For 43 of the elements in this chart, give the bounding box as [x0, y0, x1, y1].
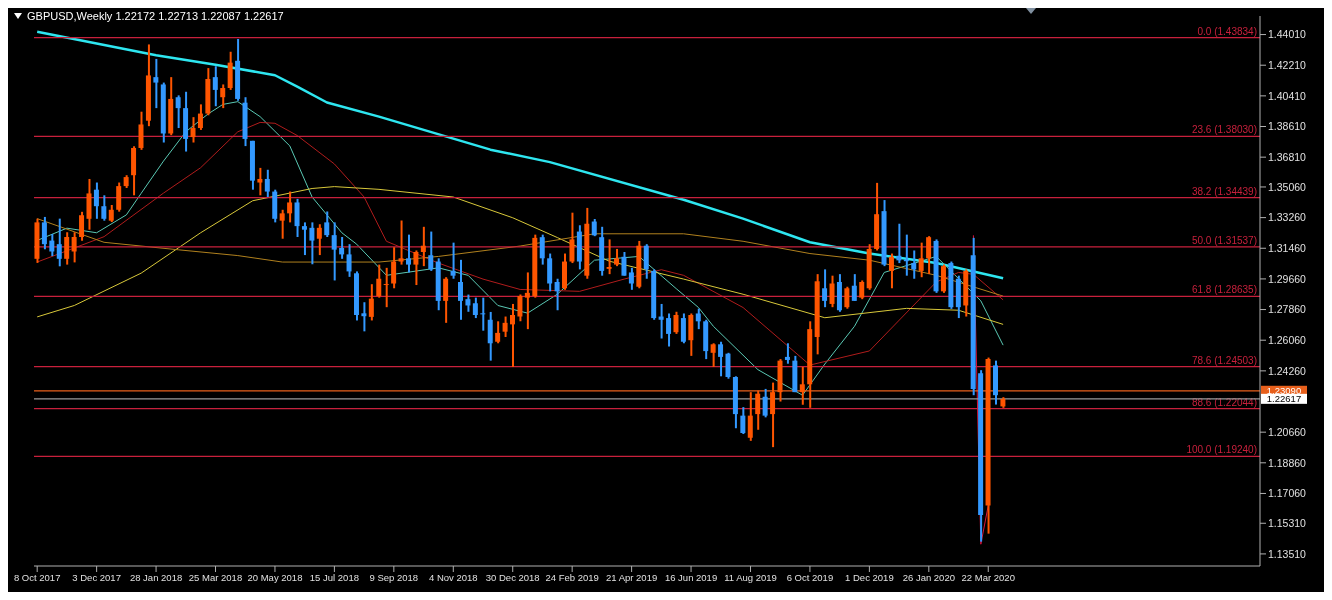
x-tick-label: 28 Jan 2018 [129, 571, 183, 583]
y-tick-label: 1.35060 [1268, 180, 1307, 193]
x-tick-label: 8 Oct 2017 [13, 571, 61, 583]
y-tick-label: 1.24260 [1268, 364, 1307, 377]
ref-line-label: 50.0 (1.31537) [1191, 234, 1257, 246]
x-tick-label: 16 Jun 2019 [664, 571, 718, 583]
x-tick-label: 21 Apr 2019 [605, 571, 658, 583]
ref-line-label: 23.6 (1.38030) [1191, 124, 1257, 136]
ref-line-label: 78.6 (1.24503) [1191, 354, 1257, 366]
x-tick-label: 1 Dec 2019 [845, 571, 894, 583]
x-tick-label: 30 Dec 2018 [485, 571, 540, 583]
y-tick-label: 1.17060 [1268, 487, 1307, 500]
y-tick-label: 1.40410 [1268, 89, 1307, 102]
x-tick-label: 24 Feb 2019 [545, 571, 599, 583]
y-tick-label: 1.42210 [1268, 58, 1307, 71]
y-tick-label: 1.26060 [1268, 333, 1307, 346]
ref-line-label: 88.6 (1.22044) [1191, 396, 1257, 408]
ref-line-label: 0.0 (1.43834) [1197, 25, 1257, 37]
x-tick-label: 6 Oct 2019 [786, 571, 834, 583]
x-tick-label: 25 Mar 2018 [188, 571, 243, 583]
x-tick-label: 22 Mar 2020 [961, 571, 1015, 583]
ref-line-label: 100.0 (1.19240) [1186, 444, 1257, 456]
x-tick-label: 4 Nov 2018 [428, 571, 478, 583]
y-tick-label: 1.44010 [1268, 28, 1307, 41]
x-tick-label: 11 Aug 2019 [724, 571, 777, 583]
y-tick-label: 1.33260 [1268, 211, 1307, 224]
y-tick-label: 1.29660 [1268, 272, 1307, 285]
ref-line-label: 61.8 (1.28635) [1191, 284, 1257, 296]
x-tick-label: 9 Sep 2018 [369, 571, 419, 583]
x-tick-label: 20 May 2018 [247, 571, 303, 583]
x-tick-label: 15 Jul 2018 [309, 571, 359, 583]
y-tick-label: 1.18860 [1268, 456, 1307, 469]
y-tick-label: 1.13510 [1268, 547, 1307, 560]
x-tick-label: 26 Jan 2020 [902, 571, 955, 583]
y-tick-label: 1.20660 [1268, 425, 1307, 438]
y-tick-label: 1.15310 [1268, 516, 1307, 529]
x-tick-label: 3 Dec 2017 [72, 571, 121, 583]
ref-line-label: 38.2 (1.34439) [1191, 185, 1257, 197]
y-tick-label: 1.27860 [1268, 303, 1307, 316]
y-tick-label: 1.31460 [1268, 241, 1307, 254]
y-tick-label: 1.36810 [1268, 150, 1307, 163]
y-tick-label: 1.38610 [1268, 120, 1307, 133]
chart-title: GBPUSD,Weekly 1.22172 1.22713 1.22087 1.22617 [27, 10, 284, 22]
